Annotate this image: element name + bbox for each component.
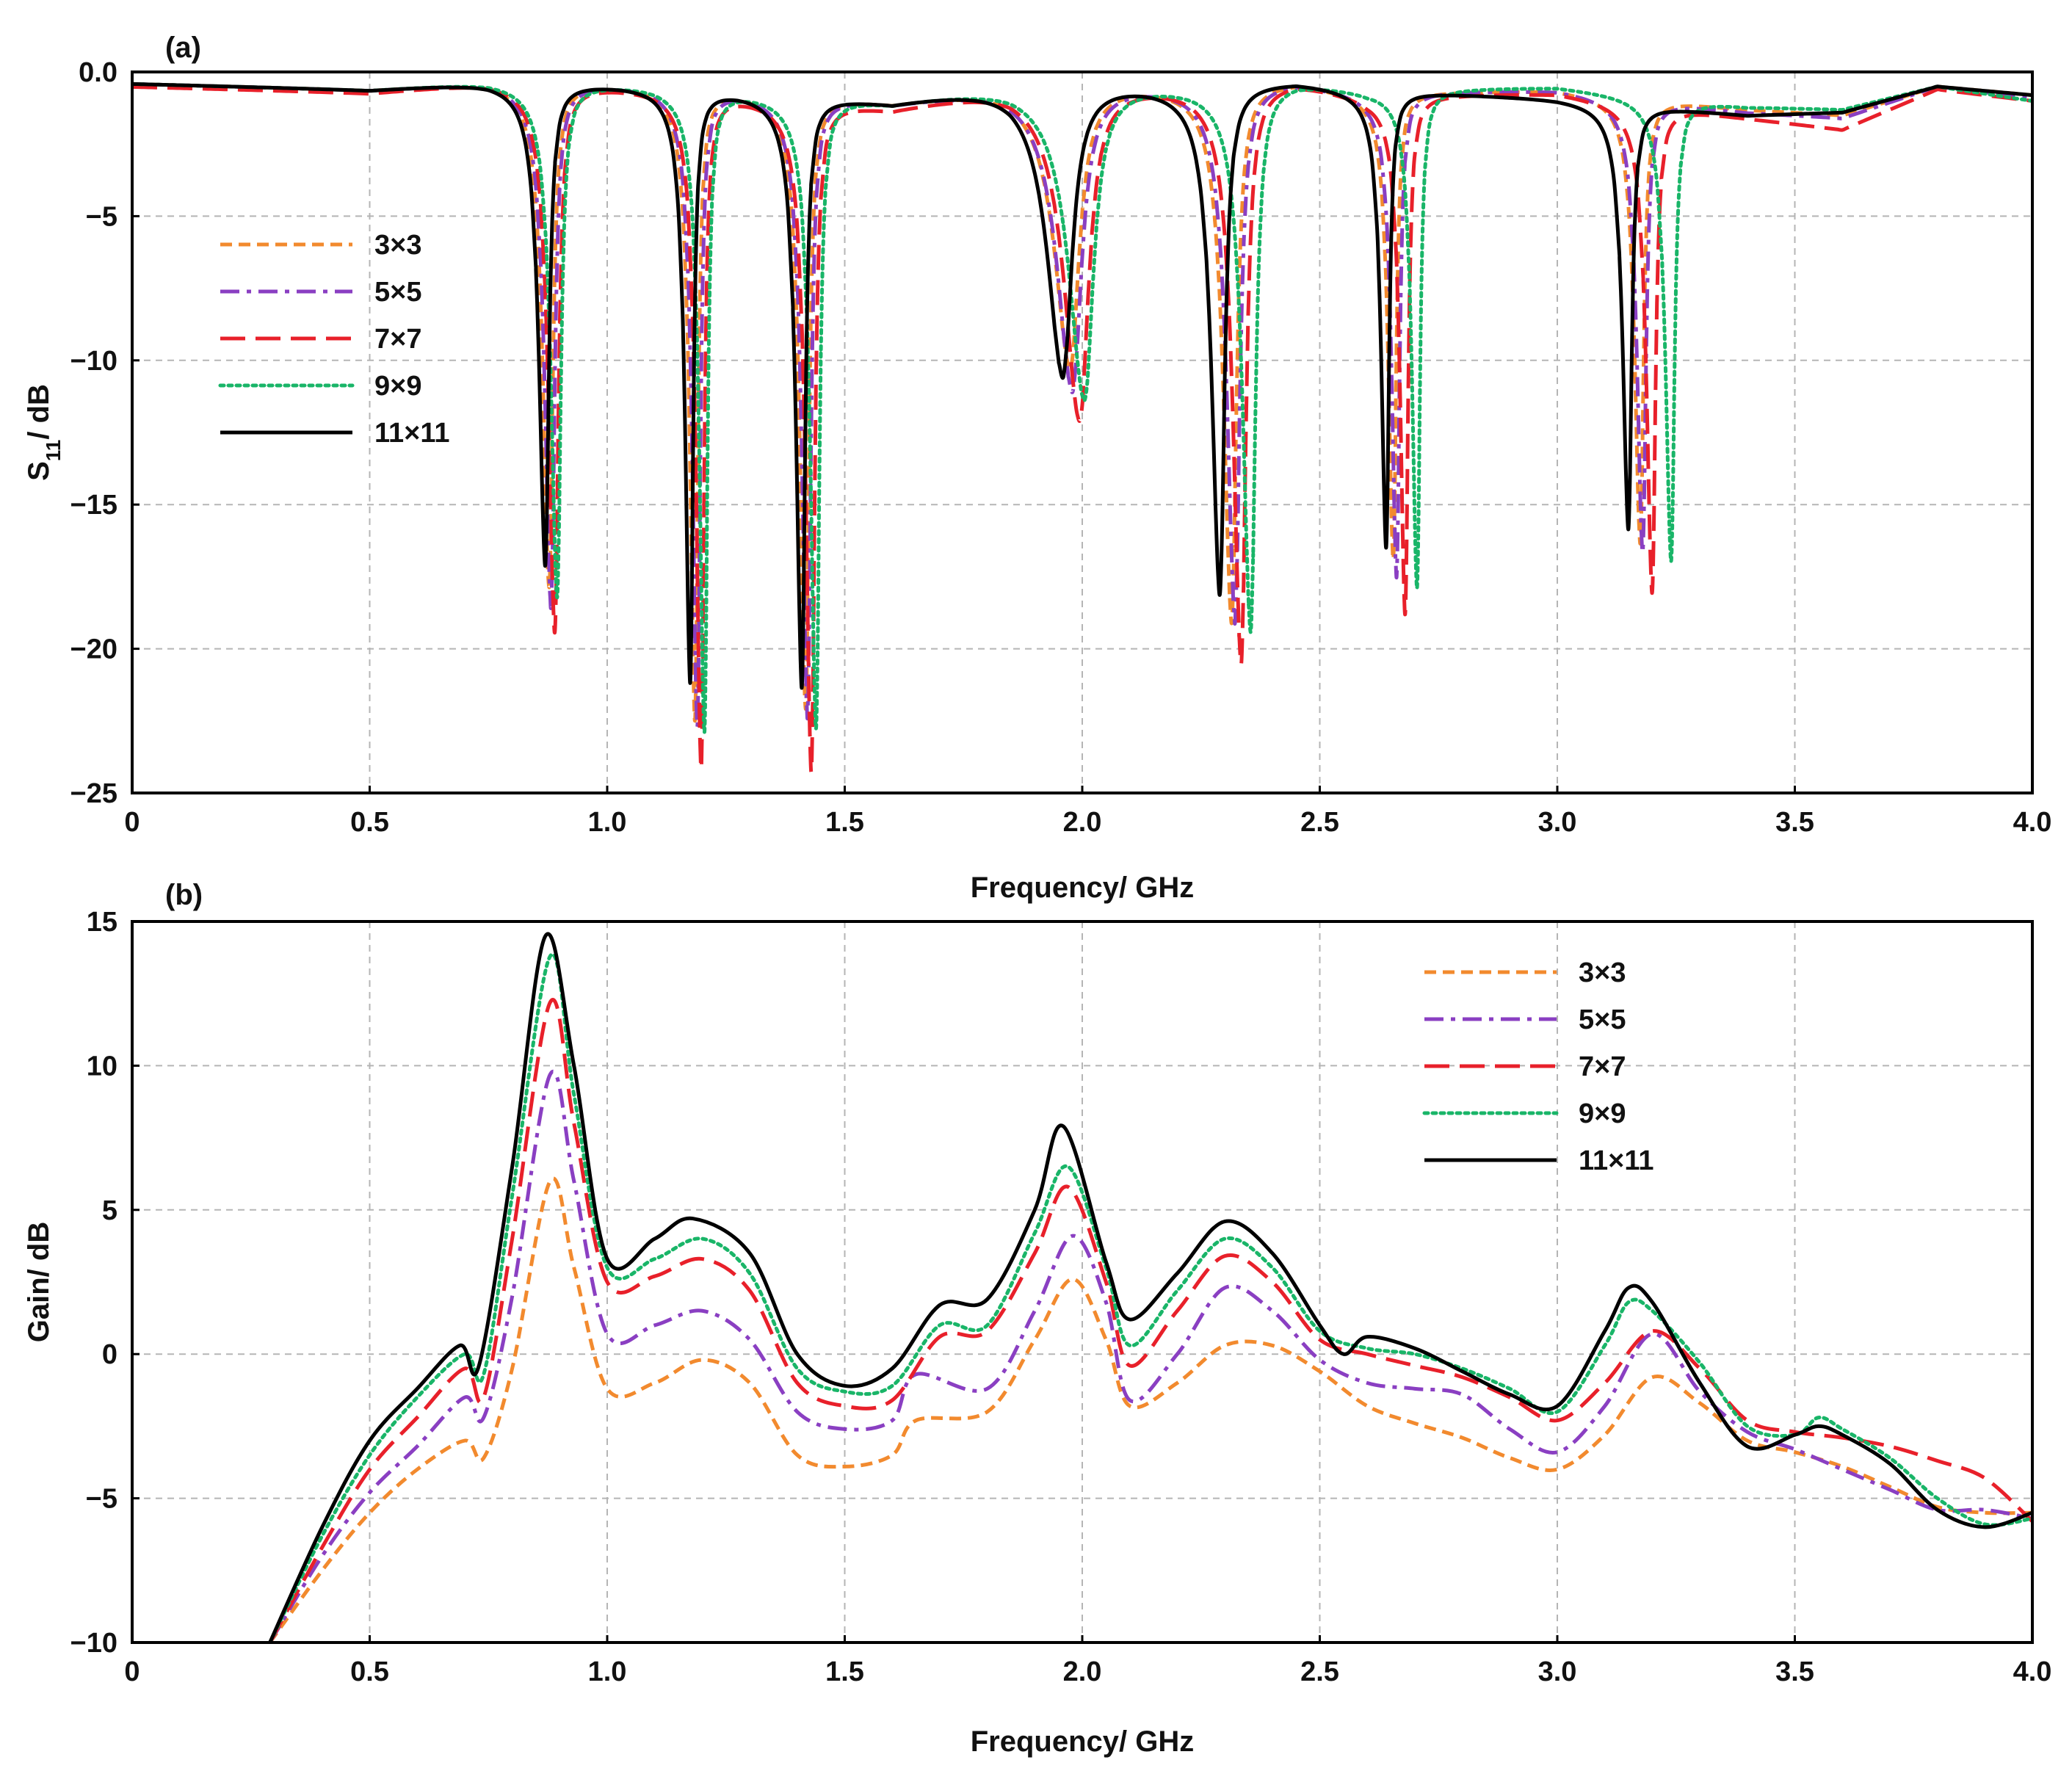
x-tick-label: 1.0 bbox=[588, 807, 627, 838]
panel-b-series-line-1 bbox=[268, 1176, 2032, 1643]
y-tick-label: 0 bbox=[102, 1339, 117, 1370]
y-tick-label: −5 bbox=[86, 201, 117, 232]
panel-a-x-axis-label: Frequency/ GHz bbox=[971, 872, 1195, 904]
legend-label: 3×3 bbox=[1579, 957, 1626, 988]
panel-a-label: (a) bbox=[165, 32, 201, 64]
panel-b-grid bbox=[132, 921, 2032, 1643]
panel-b-x-ticks: 0 0.5 1.0 1.5 2.0 2.5 3.0 3.5 4.0 bbox=[124, 1635, 2051, 1687]
panel-b-y-axis-label: Gain/ dB bbox=[23, 1222, 55, 1342]
panel-b-series-line-3 bbox=[268, 998, 2032, 1643]
legend-label: 9×9 bbox=[1579, 1098, 1626, 1129]
x-tick-label: 4.0 bbox=[2013, 1656, 2052, 1687]
x-tick-label: 0 bbox=[124, 1656, 140, 1687]
panel-b-label: (b) bbox=[165, 879, 203, 911]
y-tick-label: 10 bbox=[87, 1051, 117, 1082]
x-tick-label: 2.0 bbox=[1063, 807, 1102, 838]
panel-b-legend: 3×3 5×5 7×7 9×9 11×11 bbox=[1422, 957, 1654, 1176]
legend-label: 5×5 bbox=[1579, 1004, 1626, 1035]
panel-a-series-line-5 bbox=[132, 82, 2032, 690]
y-tick-label: 5 bbox=[102, 1195, 117, 1226]
legend-label: 3×3 bbox=[374, 230, 421, 261]
panel-b-series-line-5 bbox=[268, 932, 2032, 1643]
y-tick-label: 15 bbox=[87, 907, 117, 938]
x-tick-label: 0.5 bbox=[350, 807, 389, 838]
panel-b-y-ticks: 15 10 5 0 −5 −10 bbox=[70, 907, 140, 1659]
y-tick-label: −25 bbox=[70, 778, 117, 809]
legend-label: 5×5 bbox=[374, 277, 421, 308]
panel-a-series bbox=[132, 82, 2032, 774]
x-tick-label: 3.0 bbox=[1538, 807, 1577, 838]
legend-label: 9×9 bbox=[374, 371, 421, 402]
x-tick-label: 1.5 bbox=[825, 807, 864, 838]
panel-a-series-line-3 bbox=[132, 84, 2032, 774]
x-tick-label: 2.5 bbox=[1300, 1656, 1339, 1687]
legend-label: 7×7 bbox=[1579, 1051, 1626, 1082]
y-tick-label: −10 bbox=[70, 346, 117, 377]
x-tick-label: 4.0 bbox=[2013, 807, 2052, 838]
panel-b-gain: (b) 0 0.5 1.0 1.5 2.0 2.5 3.0 3.5 4.0 15 10 5 0 −5 −1… bbox=[23, 879, 2051, 1758]
y-tick-label: 0.0 bbox=[79, 57, 117, 88]
legend-label: 7×7 bbox=[374, 324, 421, 355]
x-tick-label: 2.5 bbox=[1300, 807, 1339, 838]
panel-a-y-axis-label: S11/ dB bbox=[23, 384, 65, 481]
panel-a-series-line-4 bbox=[132, 82, 2032, 734]
x-tick-label: 0.5 bbox=[350, 1656, 389, 1687]
panel-a-legend: 3×3 5×5 7×7 9×9 11×11 bbox=[218, 230, 450, 449]
x-tick-label: 1.5 bbox=[825, 1656, 864, 1687]
y-tick-label: −5 bbox=[86, 1484, 117, 1515]
y-tick-label: −20 bbox=[70, 634, 117, 665]
x-tick-label: 3.5 bbox=[1775, 807, 1814, 838]
panel-a-grid bbox=[132, 72, 2032, 793]
panel-b-series-line-4 bbox=[268, 952, 2032, 1643]
panel-a-y-axis-subscript: 11 bbox=[42, 440, 65, 462]
legend-label: 11×11 bbox=[1579, 1145, 1654, 1176]
x-tick-label: 3.0 bbox=[1538, 1656, 1577, 1687]
y-tick-label: −10 bbox=[70, 1628, 117, 1659]
x-tick-label: 3.5 bbox=[1775, 1656, 1814, 1687]
panel-b-series bbox=[268, 932, 2032, 1643]
panel-b-series-line-2 bbox=[268, 1070, 2032, 1643]
panel-a-x-ticks: 0 0.5 1.0 1.5 2.0 2.5 3.0 3.5 4.0 bbox=[124, 786, 2051, 838]
x-tick-label: 1.0 bbox=[588, 1656, 627, 1687]
panel-a-y-ticks: 0.0 −5 −10 −15 −20 −25 bbox=[70, 57, 140, 809]
legend-label: 11×11 bbox=[374, 418, 450, 449]
panel-a-series-line-2 bbox=[132, 82, 2032, 729]
x-tick-label: 0 bbox=[124, 807, 140, 838]
x-tick-label: 2.0 bbox=[1063, 1656, 1102, 1687]
panel-a-s11: (a) 0 0.5 1.0 1.5 2.0 2.5 3.0 3.5 4.0 0.0 −5 −10 −1… bbox=[23, 32, 2051, 904]
y-tick-label: −15 bbox=[70, 490, 117, 521]
panel-b-x-axis-label: Frequency/ GHz bbox=[971, 1725, 1195, 1758]
